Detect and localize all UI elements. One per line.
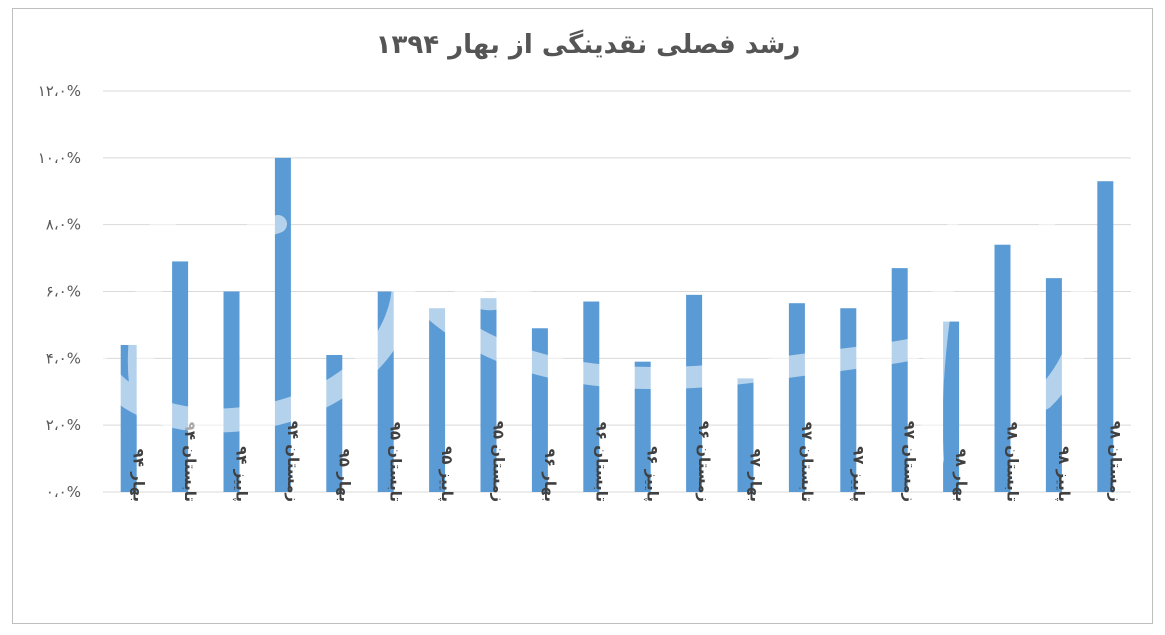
x-tick-label: تابستان ۹۸ — [1004, 422, 1022, 502]
y-tick-label: ۶،٠% — [46, 283, 81, 301]
bar — [788, 303, 805, 492]
bars — [120, 157, 1114, 493]
x-tick-label: تابستان ۹۵ — [387, 422, 405, 502]
y-tick-label: ٠،٠% — [46, 483, 81, 501]
x-tick-label: تابستان ۹۴ — [181, 422, 199, 502]
bar — [943, 321, 960, 492]
x-tick-label: بهار ۹۷ — [747, 449, 765, 502]
x-tick-label: پاییز ۹۴ — [232, 446, 251, 502]
x-tick-label: پاییز ۹۷ — [848, 446, 867, 502]
bar — [172, 261, 189, 492]
bar — [737, 378, 754, 492]
watermark-logo — [71, 170, 1094, 470]
y-tick-label: ١٢،٠% — [38, 82, 81, 100]
x-tick-label: بهار ۹۶ — [541, 449, 559, 502]
bar — [994, 244, 1011, 492]
x-tick-label: بهار ۹۸ — [952, 449, 970, 502]
x-tick-label: زمستان ۹۸ — [1106, 421, 1124, 502]
bar — [634, 361, 651, 492]
bar — [1097, 181, 1114, 492]
chart-frame: رشد فصلی نقدینگی از بهار ۱۳۹۴ ٠،٠% ٢،٠% ۴،… — [12, 8, 1153, 624]
x-tick-label: زمستان ۹۵ — [490, 421, 508, 502]
bar — [429, 308, 446, 492]
y-tick-label: ١٠،٠% — [38, 149, 81, 167]
bar — [891, 268, 908, 492]
x-tick-label: پاییز ۹۶ — [643, 446, 662, 502]
y-tick-label: ۴،٠% — [46, 349, 81, 367]
x-tick-label: پاییز ۹۵ — [437, 446, 456, 502]
y-tick-label: ٢،٠% — [46, 416, 81, 434]
y-axis-ticks: ٠،٠% ٢،٠% ۴،٠% ۶،٠% ٨،٠% ١٠،٠% ١٢،٠% — [38, 82, 81, 501]
x-tick-label: تابستان ۹۶ — [592, 422, 610, 502]
x-tick-label: زمستان ۹۴ — [284, 421, 302, 502]
gridlines — [103, 90, 1131, 493]
x-tick-label: تابستان ۹۷ — [798, 422, 816, 502]
x-tick-label: بهار ۹۴ — [130, 449, 148, 502]
bar — [223, 291, 240, 492]
x-axis-ticks: بهار ۹۴ تابستان ۹۴ پاییز ۹۴ زمستان ۹۴ بهار ۹… — [130, 421, 1125, 502]
x-tick-label: پاییز ۹۸ — [1054, 446, 1073, 502]
bar-chart: رشد فصلی نقدینگی از بهار ۱۳۹۴ ٠،٠% ٢،٠% ۴،… — [38, 29, 1131, 502]
bar — [583, 301, 600, 492]
x-tick-label: زمستان ۹۶ — [695, 421, 713, 502]
x-tick-label: بهار ۹۵ — [335, 449, 353, 502]
x-tick-label: زمستان ۹۷ — [901, 421, 919, 502]
chart-title: رشد فصلی نقدینگی از بهار ۱۳۹۴ — [376, 29, 801, 60]
y-tick-label: ٨،٠% — [46, 216, 81, 234]
bar — [686, 294, 703, 492]
